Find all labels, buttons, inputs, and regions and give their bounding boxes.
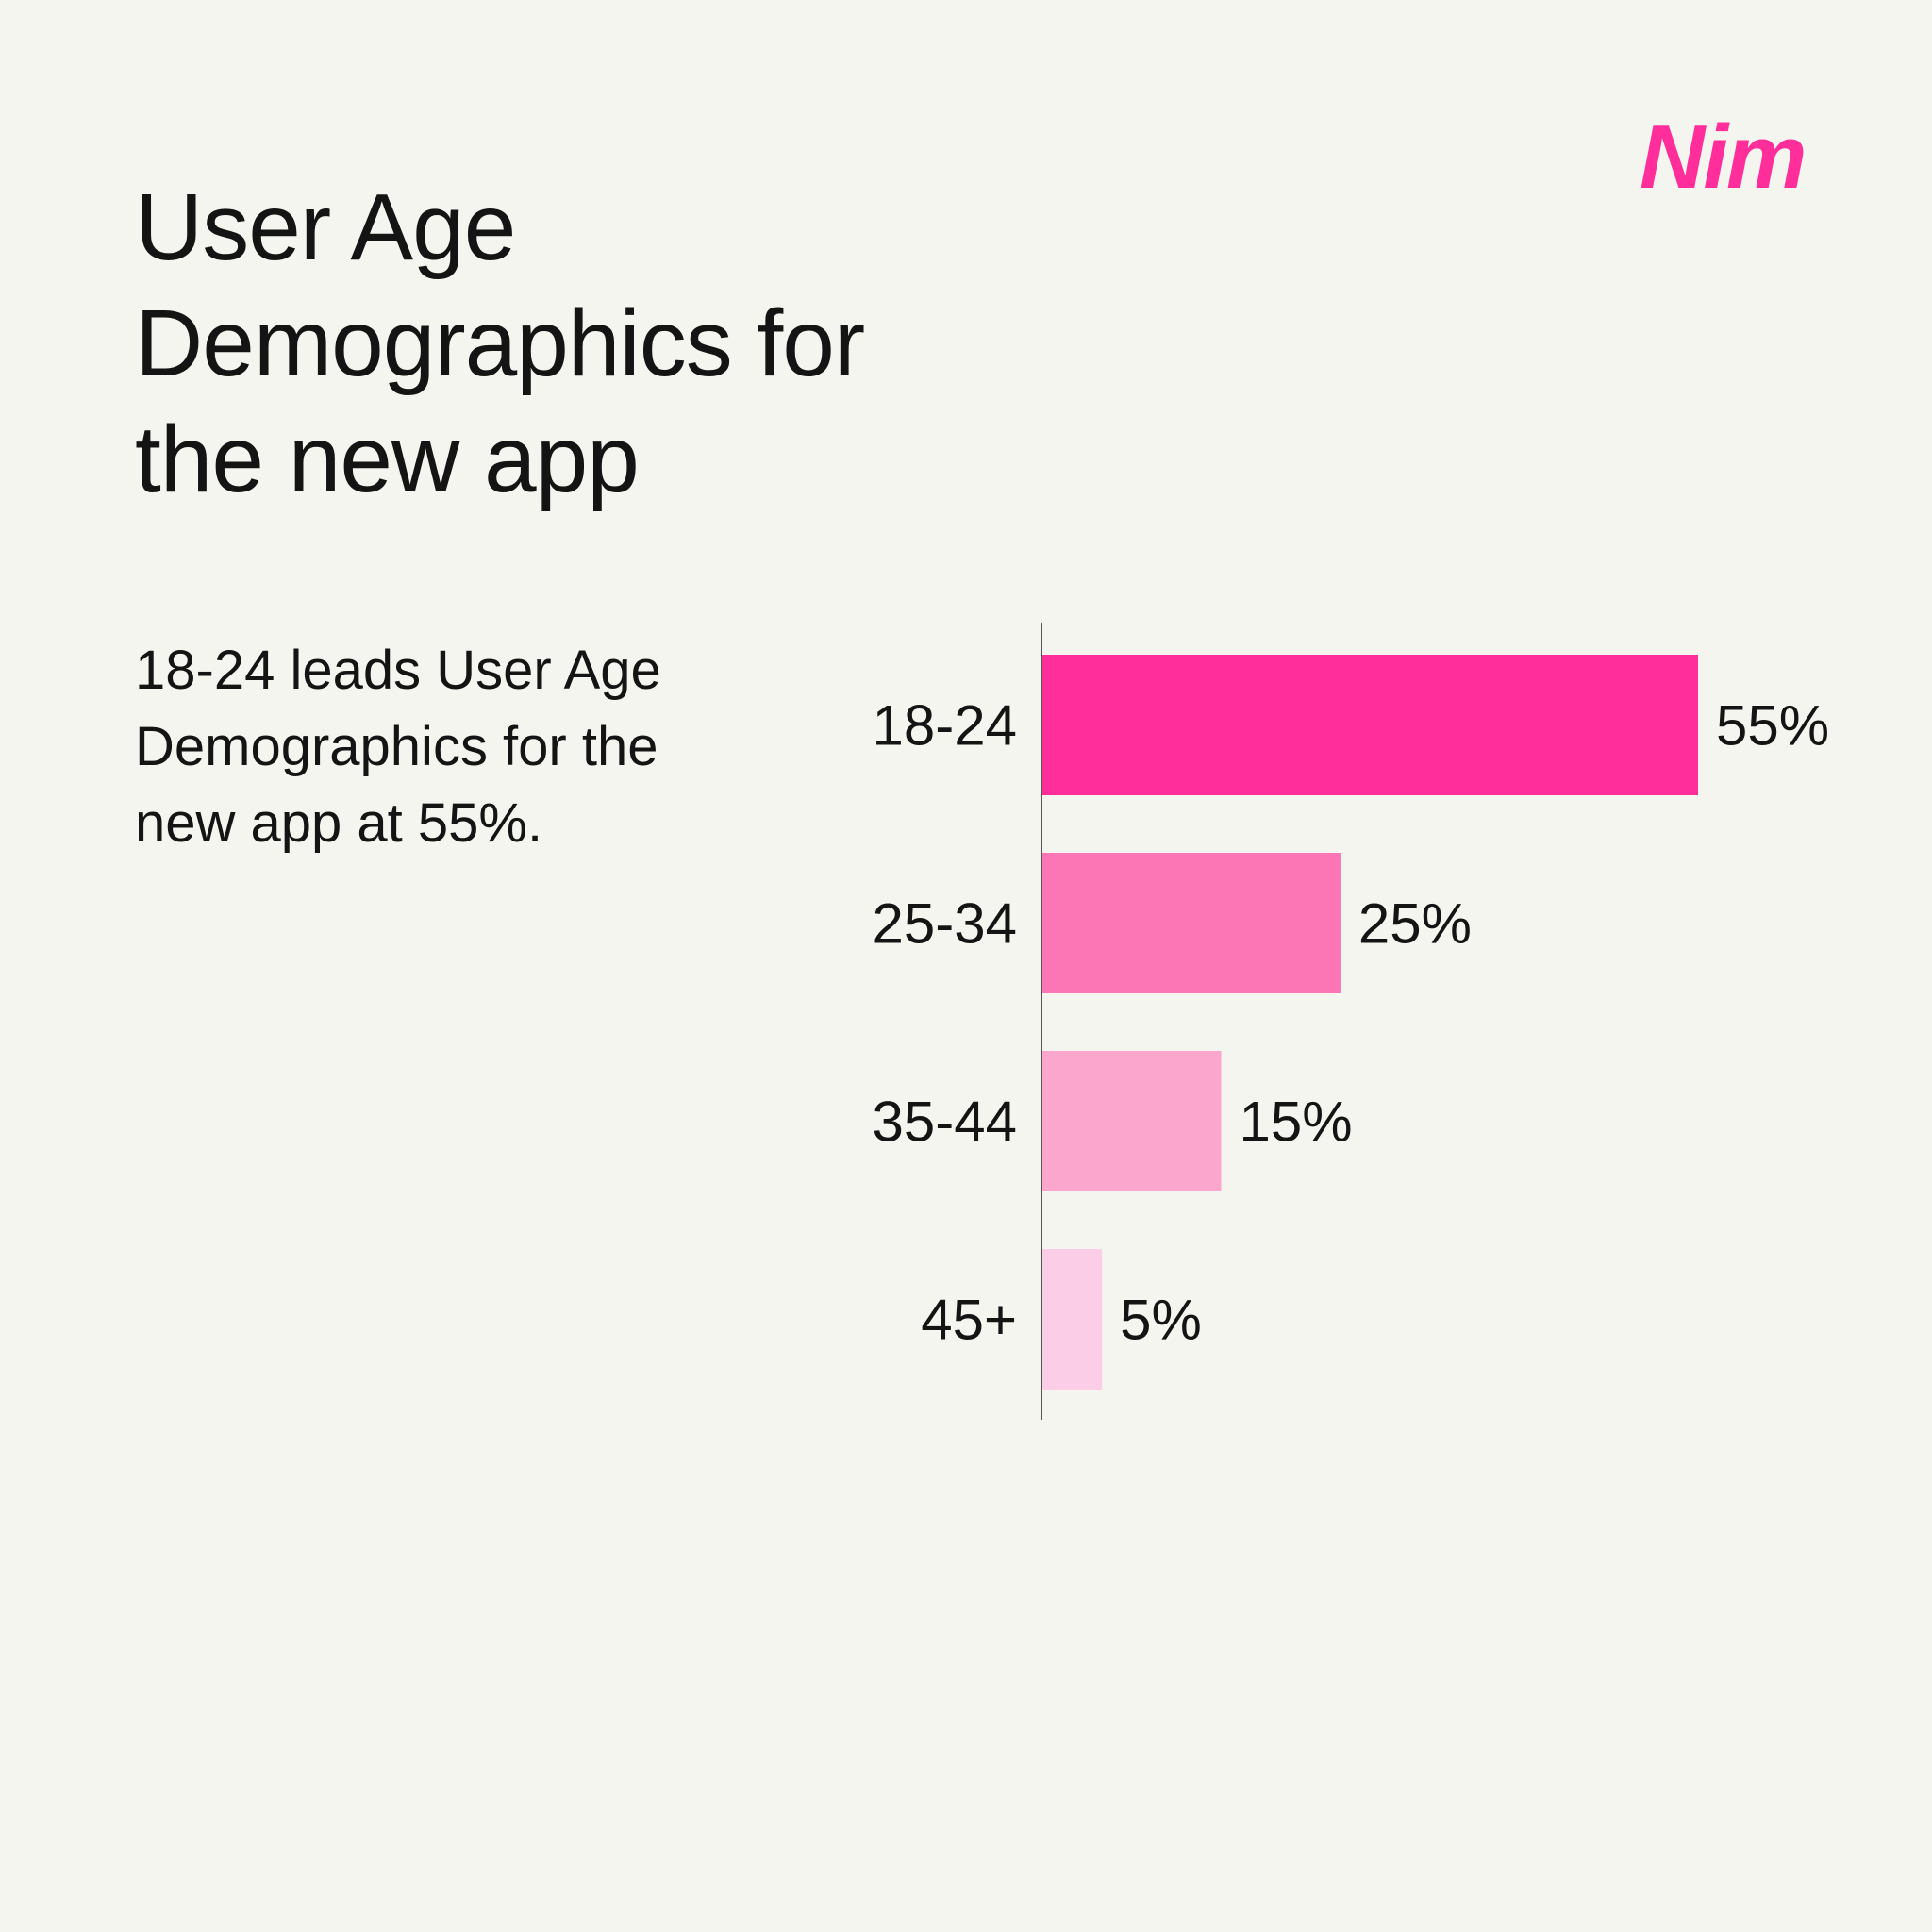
brand-logo: Nim bbox=[1640, 107, 1807, 208]
value-label: 55% bbox=[1716, 694, 1829, 758]
category-label: 45+ bbox=[921, 1289, 1017, 1352]
chart-title: User Age Demographics for the new app bbox=[135, 175, 865, 512]
category-label: 25-34 bbox=[873, 892, 1017, 956]
chart-subtitle: 18-24 leads User Age Demographics for th… bbox=[135, 640, 661, 854]
value-label: 15% bbox=[1240, 1091, 1353, 1154]
bar-25-34 bbox=[1042, 853, 1341, 993]
value-label: 5% bbox=[1120, 1289, 1202, 1352]
category-label: 35-44 bbox=[873, 1091, 1017, 1154]
bar-18-24 bbox=[1042, 655, 1698, 795]
bar-45+ bbox=[1042, 1249, 1103, 1390]
bar-35-44 bbox=[1042, 1051, 1222, 1191]
value-label: 25% bbox=[1358, 892, 1472, 956]
category-label: 18-24 bbox=[873, 694, 1017, 758]
